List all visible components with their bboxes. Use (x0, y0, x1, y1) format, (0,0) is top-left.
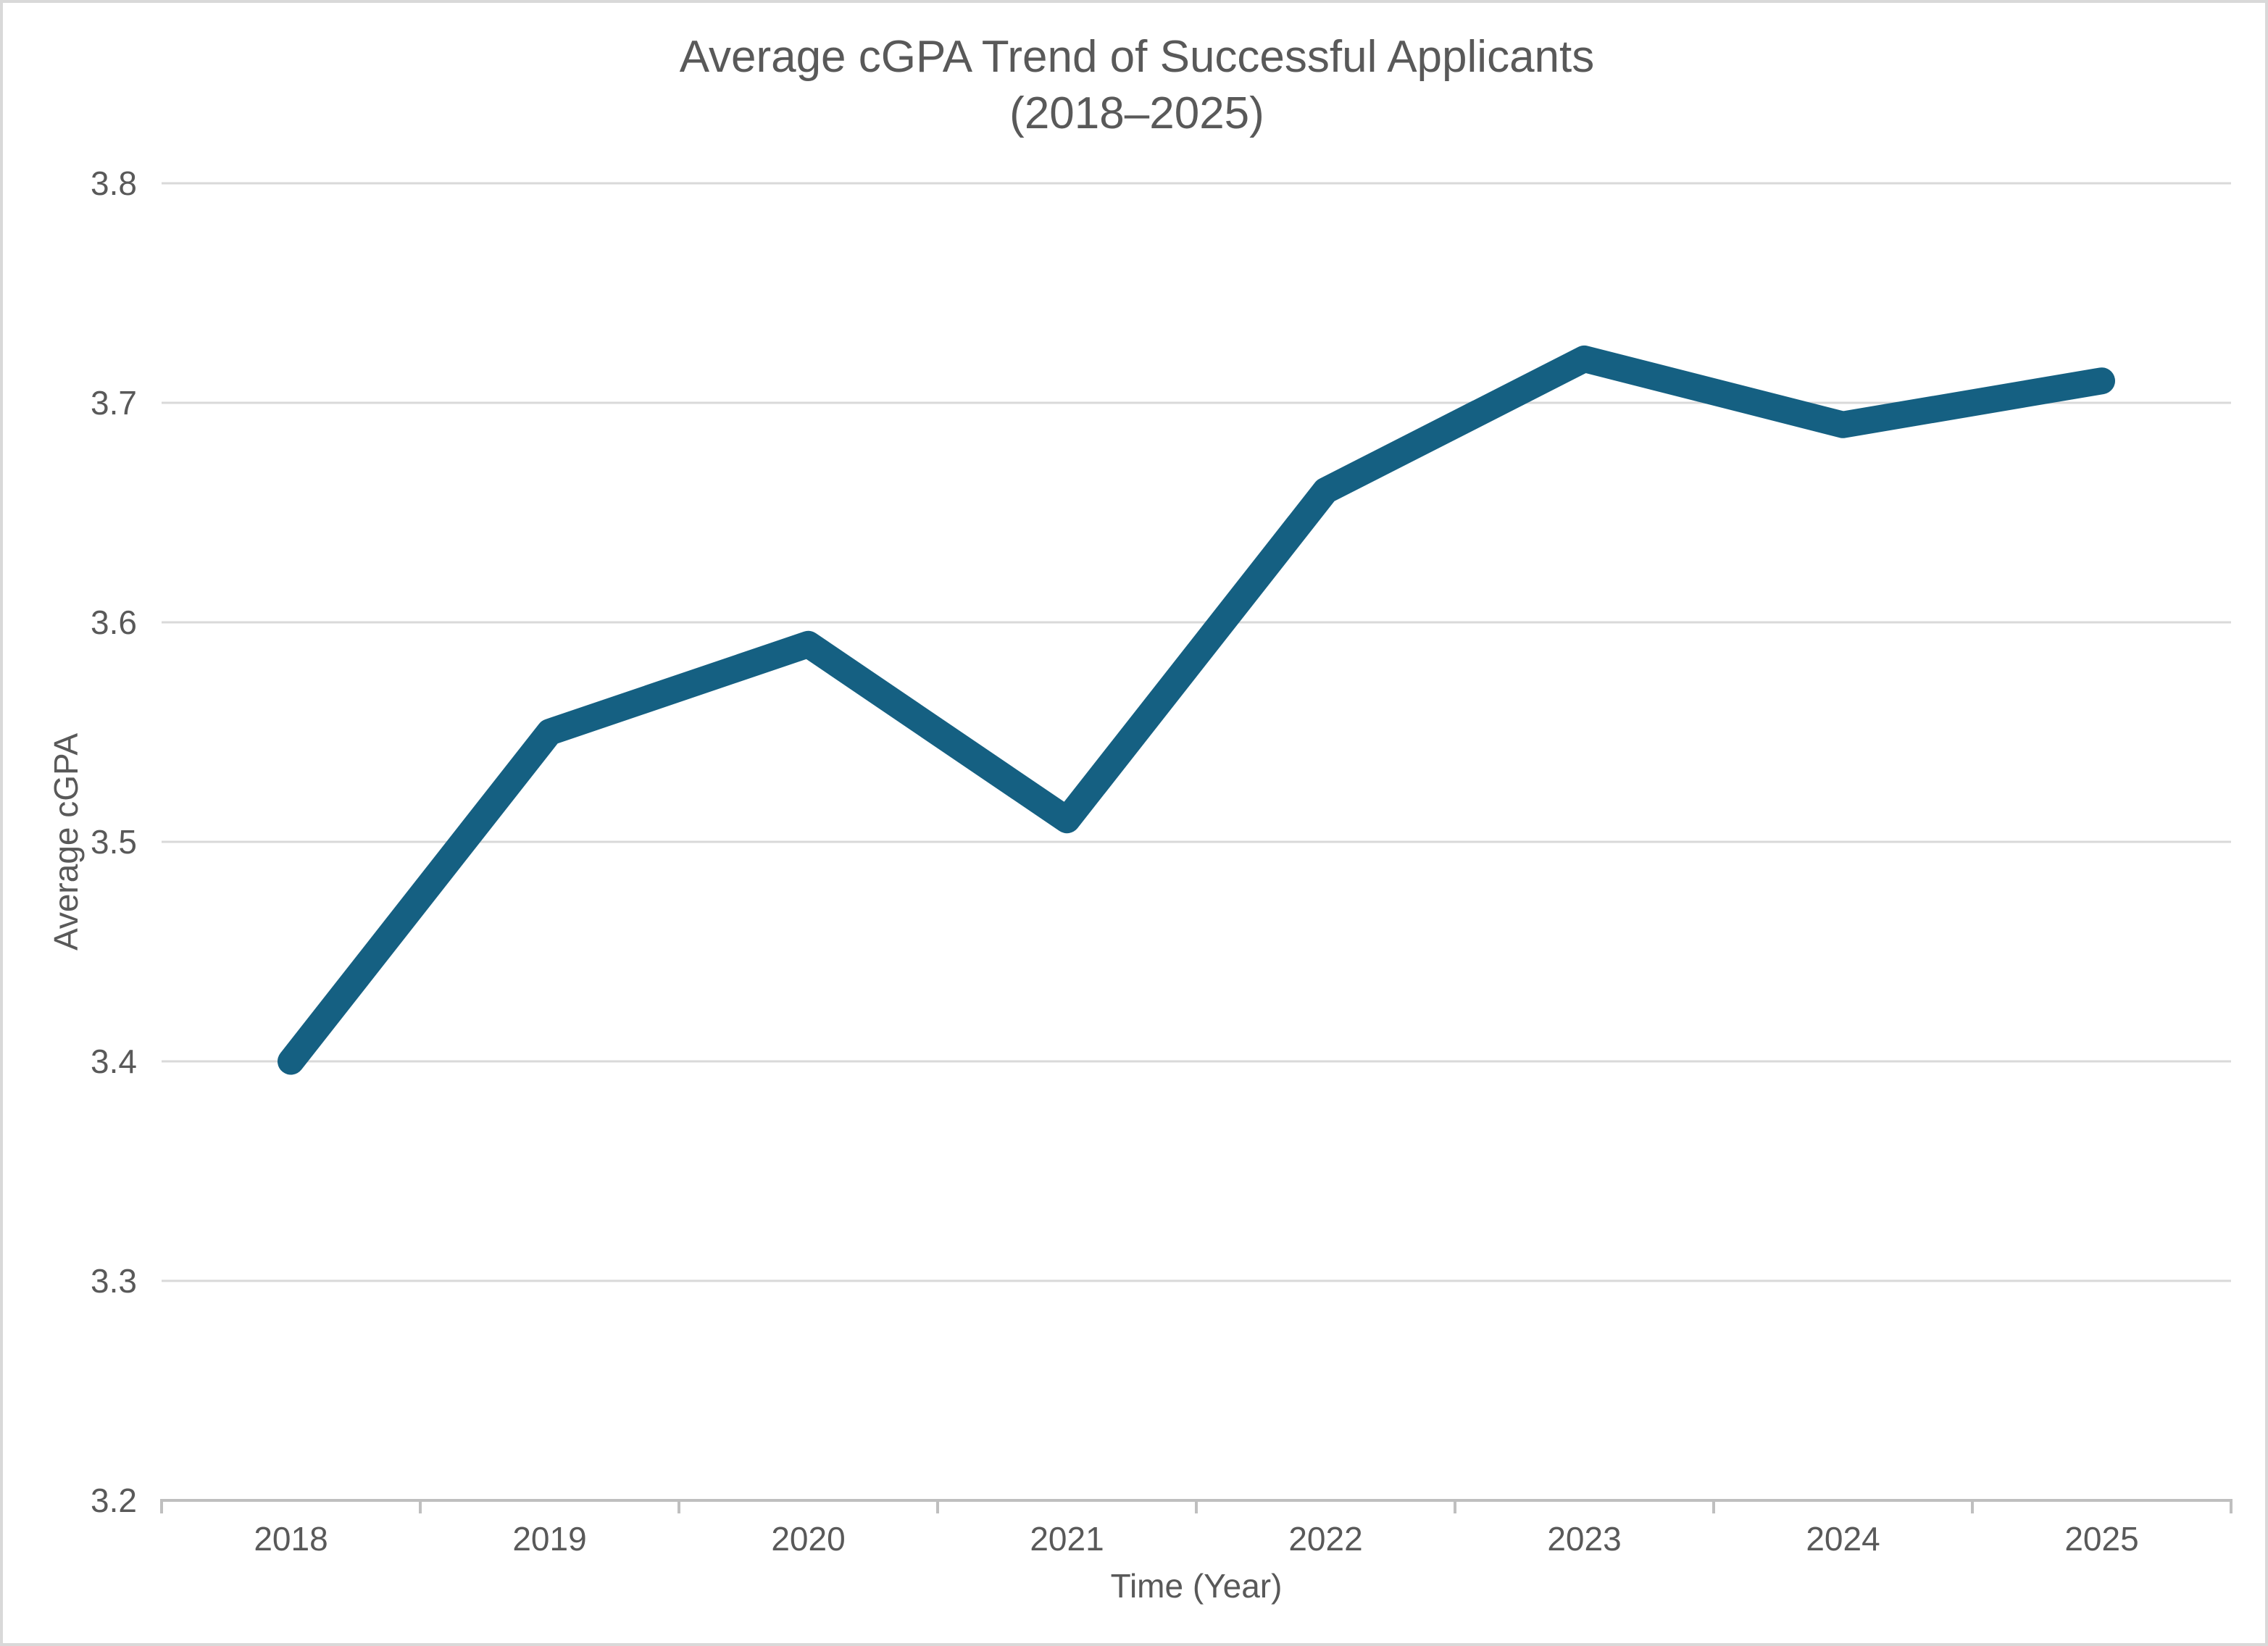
y-tick-label: 3.5 (91, 823, 137, 861)
chart-title-line2: (2018–2025) (1009, 88, 1264, 138)
plot-area: 3.8 3.7 3.6 3.5 3.4 3.3 3.2 2018 2019 2020 2021 202… (91, 164, 2232, 1558)
y-tick-label: 3.4 (91, 1043, 137, 1080)
y-tick-label: 3.3 (91, 1262, 137, 1300)
x-tick-label: 2024 (1806, 1520, 1880, 1558)
x-tick-label: 2025 (2064, 1520, 2138, 1558)
x-axis-title: Time (Year) (1110, 1567, 1283, 1605)
y-tick-label: 3.7 (91, 384, 137, 422)
chart-title: Average cGPA Trend of Successful Applica… (3, 29, 2265, 142)
x-tick-label: 2021 (1030, 1520, 1104, 1558)
chart-title-line1: Average cGPA Trend of Successful Applica… (679, 32, 1595, 82)
x-tick-label: 2022 (1288, 1520, 1362, 1558)
data-line-average-cgpa (278, 345, 2115, 1075)
y-tick-label: 3.6 (91, 603, 137, 641)
y-tick-label: 3.8 (91, 164, 137, 202)
x-tick-label: 2019 (512, 1520, 586, 1558)
x-tick-label: 2020 (771, 1520, 845, 1558)
x-tick-label: 2018 (254, 1520, 328, 1558)
y-tick-label: 3.2 (91, 1482, 137, 1519)
x-tick-label: 2023 (1547, 1520, 1621, 1558)
